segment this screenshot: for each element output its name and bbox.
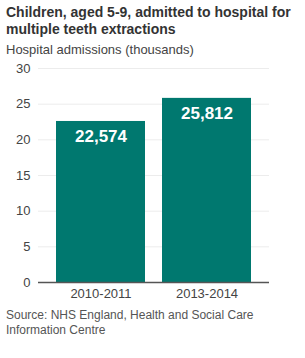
- svg-text:15: 15: [16, 168, 30, 183]
- html-text:Children, aged 5-9, admitted t: Children, aged 5-9, admitted to hospital…: [6, 4, 291, 37]
- html-text:Hospital admissions (thousands: Hospital admissions (thousands): [6, 42, 194, 57]
- svg-text:30: 30: [16, 61, 30, 76]
- svg-text:2010-2011: 2010-2011: [70, 286, 131, 301]
- html-text:Source: NHS England, Health an: Source: NHS England, Health and Social C…: [6, 308, 254, 337]
- svg-text:25: 25: [16, 96, 30, 111]
- svg-text:10: 10: [16, 203, 30, 218]
- svg-text:0: 0: [23, 275, 30, 290]
- svg-text:25,812: 25,812: [181, 104, 233, 123]
- svg-text:2013-2014: 2013-2014: [176, 286, 238, 301]
- svg-text:20: 20: [16, 132, 30, 147]
- svg-text:22,574: 22,574: [75, 127, 128, 146]
- svg-text:5: 5: [23, 239, 30, 254]
